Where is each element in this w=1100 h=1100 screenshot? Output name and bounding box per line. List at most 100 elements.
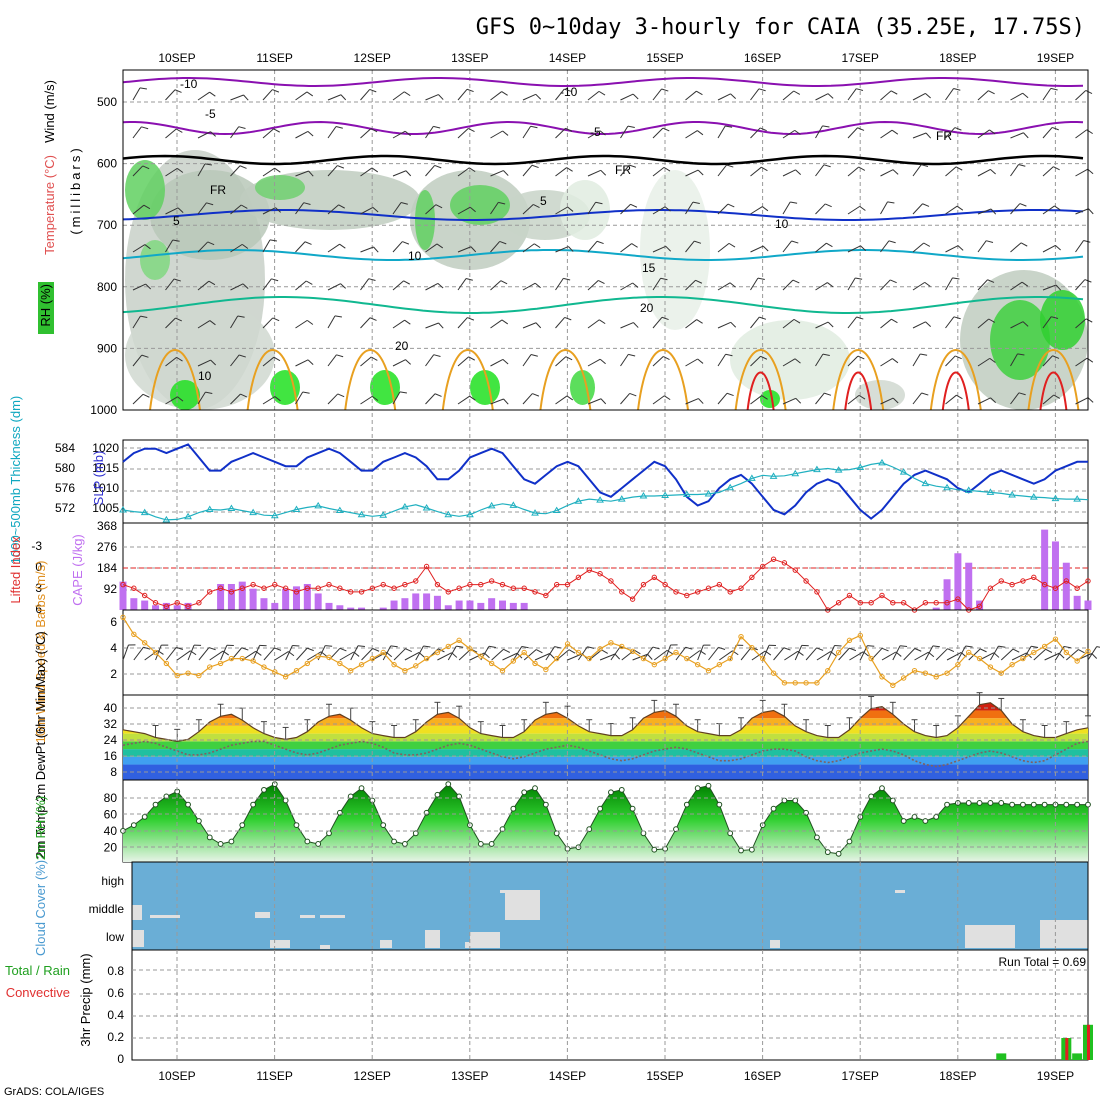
wind-barb: [773, 647, 785, 661]
cloud-gap: [770, 940, 780, 948]
wind-barb: [220, 645, 228, 661]
wind-barb-flag: [989, 357, 996, 363]
li-point: [792, 567, 798, 573]
wind-barb-flag: [762, 245, 769, 252]
wind-barb-flag: [696, 90, 703, 96]
wind-barb: [425, 94, 439, 101]
wind-barb: [522, 393, 533, 405]
wind-barb-flag: [368, 278, 376, 281]
wind-speed-point: [141, 640, 148, 646]
wind-speed-point: [684, 655, 690, 662]
cape-bar: [390, 600, 398, 610]
wind-barb-flag: [369, 317, 377, 321]
li-point: [358, 589, 365, 595]
rh-point: [1009, 801, 1016, 808]
li-point: [326, 581, 332, 588]
wind-barb: [912, 353, 921, 367]
wind-barb: [620, 322, 634, 329]
wind-barb-flag: [921, 164, 929, 167]
wind-barb-flag: [661, 88, 669, 92]
day-label-bottom: 10SEP: [158, 1069, 195, 1083]
wind-barb: [685, 90, 697, 101]
cape-bar: [303, 583, 311, 610]
rh-shade: [990, 300, 1050, 380]
wind-barb: [522, 125, 532, 139]
li-point: [456, 585, 462, 591]
wind-barb: [977, 240, 987, 253]
wind-barb-flag: [998, 645, 1006, 648]
wind-barb-flag: [825, 203, 832, 208]
isotherm-loop: [734, 349, 787, 411]
wind-barb: [653, 649, 668, 661]
wind-barb-flag: [273, 356, 281, 362]
wind-speed-point: [825, 668, 831, 674]
rh-point: [965, 800, 972, 806]
wind-barb: [262, 167, 275, 177]
wind-barb: [782, 240, 793, 253]
wind-barb-flag: [274, 167, 281, 173]
panel-frame: [122, 439, 1089, 524]
wind-barb: [165, 207, 179, 215]
wind-barb-flag: [827, 282, 834, 288]
li-point: [239, 585, 245, 591]
wind-barb: [197, 202, 207, 215]
wind-barb: [957, 645, 967, 661]
wind-barb: [262, 89, 273, 101]
cape-bar: [954, 553, 962, 610]
day-label-top: 14SEP: [549, 51, 586, 65]
wind-speed-point: [391, 661, 397, 668]
wind-barb: [717, 392, 728, 405]
li-tick-label: 6: [35, 602, 42, 616]
wind-barb-flag: [337, 165, 345, 169]
wind-barb-flag: [534, 282, 541, 289]
wind-barb-flag: [302, 391, 310, 394]
wind-barb: [165, 128, 177, 139]
wind-barb-flag: [823, 164, 831, 168]
wind-tick-label: 2: [110, 667, 117, 681]
wind-barb-flag: [925, 132, 932, 139]
li-point: [293, 589, 300, 595]
wind-barb: [782, 279, 794, 291]
wind-barb: [945, 245, 959, 253]
ylabel-li: Lifted Index: [8, 536, 23, 604]
rh-point: [618, 786, 625, 793]
wind-barb-flag: [1054, 205, 1061, 211]
wind-barb: [977, 279, 988, 291]
li-point: [987, 585, 994, 591]
wind-barb-flag: [729, 282, 736, 288]
wind-barb: [437, 652, 452, 661]
wind-barb-flag: [925, 93, 931, 99]
thickness-point: [335, 506, 344, 514]
wind-barb-flag: [210, 359, 217, 366]
thickness-point: [379, 511, 388, 518]
wind-barb: [132, 126, 142, 139]
day-label-bottom: 17SEP: [842, 1069, 879, 1083]
wind-speed-point: [835, 649, 842, 656]
temp-band: [123, 749, 1088, 757]
wind-barb-flag: [794, 358, 801, 364]
wind-barb: [838, 647, 850, 661]
wind-barb-flag: [726, 164, 734, 168]
wind-barb-flag: [827, 321, 834, 328]
wind-barb: [327, 315, 336, 329]
day-label-top: 10SEP: [158, 51, 195, 65]
temp-band: [123, 741, 1088, 750]
rh-shade: [150, 170, 270, 260]
li-point: [185, 603, 191, 610]
wind-speed-point: [315, 653, 321, 659]
wind-barb-flag: [1021, 281, 1029, 287]
pressure-tick-label: 900: [97, 341, 117, 355]
wind-barb: [1087, 646, 1098, 661]
wind-barb-flag: [725, 353, 733, 357]
wind-barb: [577, 646, 588, 661]
wind-barb: [230, 126, 240, 139]
wind-barb: [295, 359, 309, 367]
wind-speed-point: [402, 668, 408, 674]
wind-barb-flag: [922, 203, 930, 207]
wind-barb: [555, 317, 566, 329]
wind-barb: [1044, 652, 1060, 661]
wind-barb: [945, 355, 956, 367]
isotherm-loop: [1027, 349, 1080, 411]
cape-bar: [412, 593, 420, 610]
wind-barb: [1010, 132, 1024, 139]
